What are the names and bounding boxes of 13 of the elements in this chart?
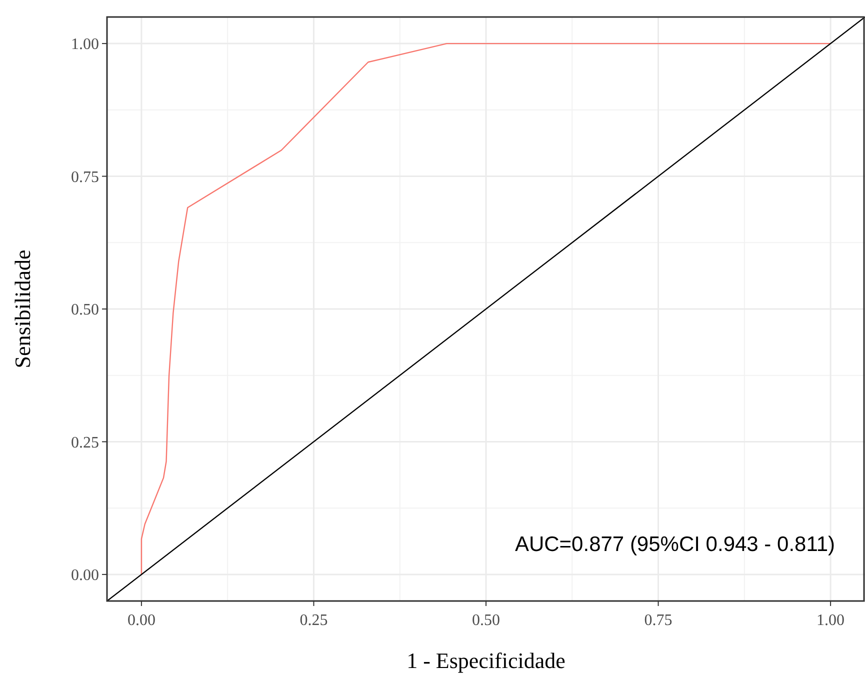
y-tick-label: 0.50 xyxy=(71,302,99,319)
y-tick-label: 0.00 xyxy=(71,567,99,584)
y-tick-label: 0.75 xyxy=(71,168,99,186)
x-tick-label: 0.75 xyxy=(644,612,672,629)
x-tick-label: 0.50 xyxy=(472,612,500,629)
x-tick-label: 1.00 xyxy=(816,612,845,629)
x-tick-label: 0.00 xyxy=(127,612,156,629)
x-tick-label: 0.25 xyxy=(300,612,328,629)
y-axis-title: Sensibilidade xyxy=(10,250,35,368)
x-axis-title: 1 - Especificidade xyxy=(406,648,566,673)
y-tick-label: 0.25 xyxy=(71,434,99,452)
y-tick-label: 1.00 xyxy=(71,36,99,54)
annotation: AUC=0.877 (95%CI 0.943 - 0.811) xyxy=(514,533,835,556)
